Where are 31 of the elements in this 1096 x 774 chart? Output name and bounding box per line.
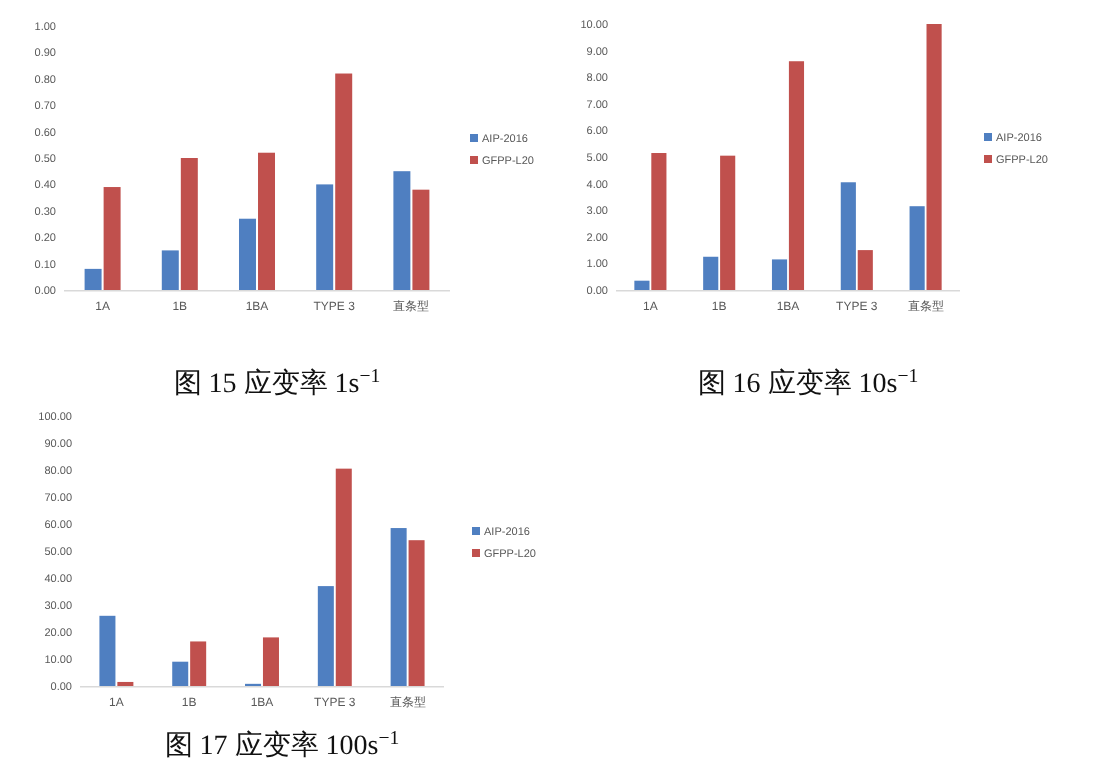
text: 图 15 应变率 1s$^{−1}$	[173, 365, 381, 400]
bar	[262, 637, 279, 686]
bar	[180, 158, 198, 290]
bar	[634, 280, 650, 290]
bar	[720, 155, 736, 290]
bar	[239, 218, 256, 290]
bar	[651, 153, 667, 290]
bar	[909, 206, 925, 290]
bar	[316, 184, 334, 290]
bar	[172, 661, 189, 686]
bar	[412, 189, 430, 290]
bar	[393, 171, 411, 290]
bar	[258, 152, 275, 290]
bar	[84, 268, 102, 290]
bar	[190, 641, 207, 686]
bar	[857, 250, 873, 290]
bar	[103, 187, 121, 290]
text: 图 16 应变率 10s$^{−1}$	[697, 365, 919, 400]
bar	[771, 259, 788, 290]
bar	[99, 615, 116, 686]
bar	[335, 468, 352, 686]
bar	[335, 73, 353, 290]
bar	[703, 256, 719, 290]
text: 图 17 应变率 100s$^{−1}$	[164, 727, 400, 762]
bar	[161, 250, 179, 290]
bar	[788, 61, 805, 290]
bar	[926, 24, 942, 290]
bar	[317, 586, 334, 686]
bar	[840, 182, 856, 290]
bar	[390, 528, 407, 686]
bar	[408, 540, 425, 686]
